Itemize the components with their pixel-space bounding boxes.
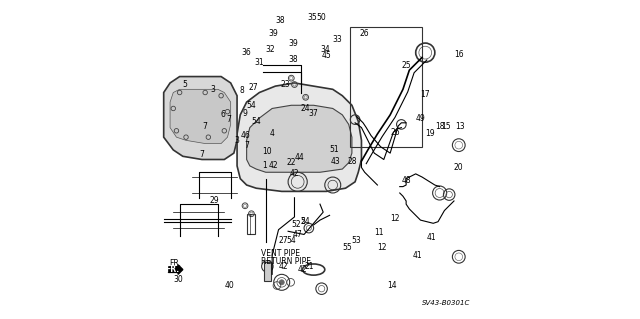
Text: 10: 10 (262, 147, 272, 156)
Polygon shape (237, 83, 362, 191)
Text: 32: 32 (266, 45, 275, 54)
Text: 46: 46 (240, 131, 250, 140)
Text: 31: 31 (255, 58, 264, 67)
Text: 26: 26 (360, 29, 369, 38)
Text: 20: 20 (454, 163, 463, 172)
Text: 39: 39 (269, 29, 278, 38)
Text: 29: 29 (210, 197, 220, 205)
Polygon shape (170, 89, 230, 144)
Text: 42: 42 (278, 262, 288, 271)
Text: 5: 5 (182, 80, 187, 89)
Text: 7: 7 (227, 115, 232, 124)
Text: 21: 21 (304, 262, 314, 271)
Text: 54: 54 (287, 236, 296, 245)
Text: 52: 52 (291, 220, 301, 229)
Text: 38: 38 (288, 55, 298, 63)
Text: 27: 27 (248, 83, 258, 92)
Polygon shape (164, 77, 237, 160)
FancyArrow shape (168, 265, 183, 274)
Text: 42: 42 (269, 161, 278, 170)
Text: 47: 47 (292, 230, 303, 239)
Text: 54: 54 (301, 217, 310, 226)
Text: 23: 23 (280, 80, 290, 89)
Bar (264, 262, 271, 281)
Text: 39: 39 (288, 39, 298, 48)
Text: 53: 53 (352, 236, 362, 245)
Text: 43: 43 (331, 157, 341, 166)
Text: 11: 11 (374, 228, 384, 237)
Text: FR.: FR. (166, 265, 180, 274)
Text: 14: 14 (387, 281, 397, 290)
Text: FR.: FR. (169, 259, 180, 268)
Text: 4: 4 (269, 130, 275, 138)
Text: RETURN PIPE: RETURN PIPE (261, 257, 311, 266)
Text: 9: 9 (243, 109, 248, 118)
Text: 12: 12 (390, 214, 400, 223)
Text: 49: 49 (415, 114, 426, 122)
Text: 3: 3 (235, 136, 239, 145)
Text: 40: 40 (224, 281, 234, 290)
Text: 42: 42 (290, 169, 300, 178)
Text: 12: 12 (378, 243, 387, 252)
Text: 13: 13 (456, 122, 465, 130)
Bar (350, 27, 422, 147)
Text: 17: 17 (420, 90, 430, 99)
Text: 41: 41 (427, 233, 436, 242)
Text: 8: 8 (239, 86, 244, 95)
Text: 54: 54 (246, 101, 256, 110)
Circle shape (279, 280, 284, 285)
Text: 48: 48 (401, 176, 411, 185)
Text: 36: 36 (242, 48, 252, 57)
Text: 15: 15 (441, 122, 451, 130)
Text: 33: 33 (333, 35, 342, 44)
Text: 44: 44 (294, 153, 304, 162)
Text: 25: 25 (401, 61, 411, 70)
Text: 19: 19 (425, 130, 435, 138)
Text: 50: 50 (317, 13, 326, 22)
Text: 35: 35 (307, 13, 317, 22)
Text: 37: 37 (308, 109, 319, 118)
Text: 7: 7 (203, 122, 207, 130)
Text: 42: 42 (298, 265, 307, 274)
Text: 51: 51 (330, 145, 339, 154)
Text: 6: 6 (220, 110, 225, 119)
Text: 1: 1 (262, 161, 266, 170)
Bar (246, 214, 255, 234)
Text: 7: 7 (244, 141, 249, 150)
Polygon shape (246, 105, 352, 172)
Text: 55: 55 (342, 243, 352, 252)
Text: 3: 3 (211, 85, 216, 94)
Text: 16: 16 (454, 50, 463, 59)
Text: 22: 22 (287, 158, 296, 167)
Text: 24: 24 (301, 104, 310, 113)
Text: VENT PIPE: VENT PIPE (261, 249, 300, 258)
Text: SV43-B0301C: SV43-B0301C (422, 300, 470, 306)
Text: 28: 28 (347, 157, 356, 166)
Text: 26: 26 (390, 128, 400, 137)
Text: 2: 2 (300, 217, 305, 226)
Text: 7: 7 (200, 150, 204, 159)
Text: 30: 30 (173, 275, 183, 284)
Text: 27: 27 (278, 236, 288, 245)
Text: 41: 41 (413, 251, 422, 260)
Text: 54: 54 (252, 117, 261, 126)
Text: 34: 34 (320, 45, 330, 54)
Text: 18: 18 (435, 122, 444, 130)
Text: 38: 38 (275, 16, 285, 25)
Text: 45: 45 (321, 51, 332, 60)
